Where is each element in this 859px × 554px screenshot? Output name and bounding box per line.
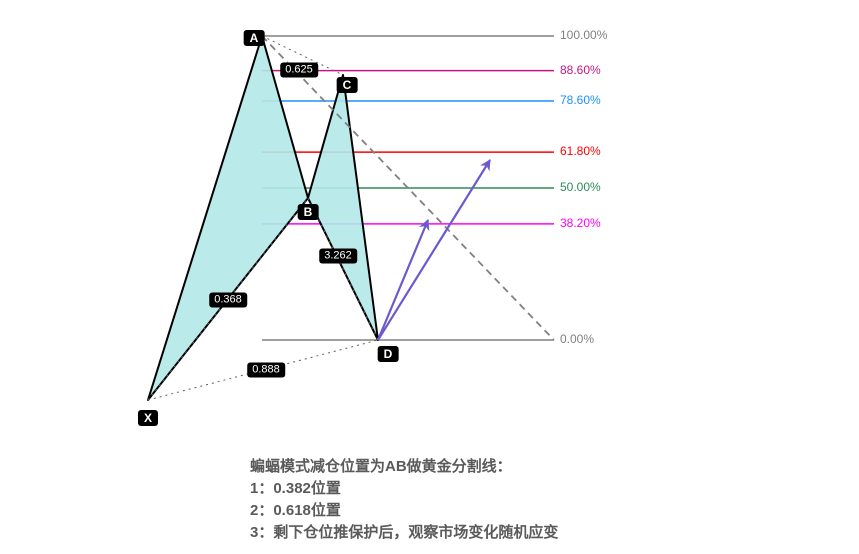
point-badge-B: B [298, 204, 319, 220]
point-badge-X: X [138, 410, 158, 426]
fib-label: 78.60% [560, 93, 601, 107]
fib-label: 113.00% [560, 0, 606, 2]
caption-line: 蝙蝠模式减仓位置为AB做黄金分割线： [250, 455, 512, 476]
ratio-badge-r_xd: 0.888 [247, 363, 285, 378]
fib-label: 38.20% [560, 216, 601, 230]
caption-line: 1：0.382位置 [250, 477, 341, 498]
point-badge-A: A [244, 30, 265, 46]
fib-label: 61.80% [560, 144, 601, 158]
caption-line: 2：0.618位置 [250, 499, 341, 520]
caption-line: 3：剩下仓位推保护后，观察市场变化随机应变 [250, 521, 558, 542]
ratio-badge-r_ab: 0.625 [280, 63, 318, 78]
fib-label: 88.60% [560, 63, 601, 77]
ratio-badge-r_xb: 0.368 [209, 293, 247, 308]
ratio-badge-r_cd: 3.262 [319, 249, 357, 264]
fib-label: 100.00% [560, 28, 607, 42]
point-badge-D: D [378, 346, 399, 362]
point-badge-C: C [337, 77, 358, 93]
fib-label: 0.00% [560, 332, 594, 346]
fib-label: 50.00% [560, 180, 601, 194]
harmonic-pattern-diagram: { "canvas": { "width": 859, "height": 55… [0, 0, 859, 554]
